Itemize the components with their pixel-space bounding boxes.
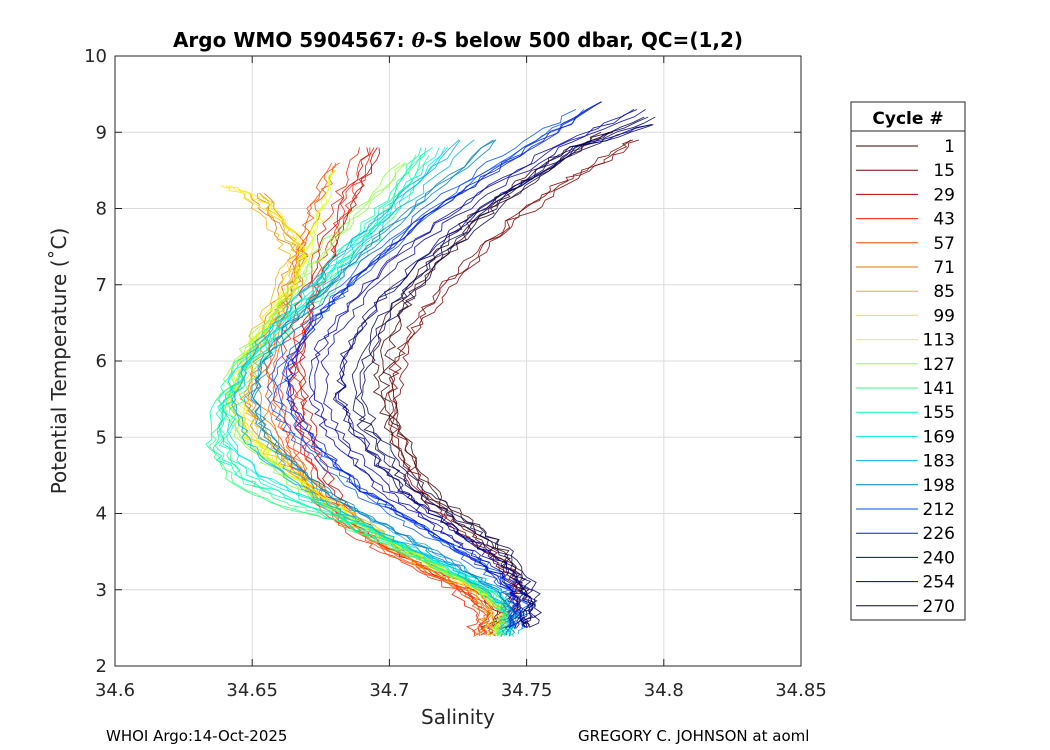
y-tick-label: 3: [96, 580, 107, 601]
y-tick-label: 7: [96, 275, 107, 296]
legend-label: 43: [933, 210, 955, 230]
profile-cycle-226: [285, 101, 602, 629]
profile-cycle-198: [250, 139, 522, 635]
profile-cycle-127: [224, 162, 509, 636]
legend-label: 99: [933, 306, 955, 326]
legend-label: 15: [933, 161, 955, 181]
legend-label: 141: [923, 379, 955, 399]
legend-label: 226: [923, 524, 955, 544]
profile-cycle-57: [265, 162, 488, 637]
legend-title: Cycle #: [872, 109, 943, 129]
x-tick-label: 34.65: [226, 680, 278, 701]
y-tick-label: 10: [84, 46, 107, 67]
chart-title: Argo WMO 5904567: θ-S below 500 dbar, QC…: [173, 28, 743, 52]
profile-cycle-57: [268, 162, 491, 636]
x-axis-label: Salinity: [421, 705, 495, 729]
legend-entries: 1 15 29 43 57 71 85 99 113 127 141 155 169 183 198 212 2…: [856, 137, 955, 617]
legend-label: 113: [923, 331, 955, 351]
profile-cycle-169: [222, 147, 520, 637]
legend: Cycle # 1 15 29 43 57 71 85 99 113 127 141 155 169 18…: [850, 101, 966, 621]
x-tick-label: 34.75: [501, 680, 553, 701]
profile-cycle-270: [360, 116, 656, 628]
profile-cycle-270: [355, 116, 649, 628]
profile-cycle-141: [208, 154, 506, 635]
profile-cycle-226: [283, 101, 602, 629]
legend-label: 155: [923, 403, 955, 423]
x-tick-label: 34.8: [644, 680, 684, 701]
profile-lines: [205, 101, 656, 637]
y-axis-label: Potential Temperature (˚C): [47, 228, 71, 495]
profile-cycle-43: [279, 147, 480, 636]
profile-cycle-155: [214, 147, 513, 637]
legend-label: 183: [923, 452, 955, 472]
legend-label: 212: [923, 500, 955, 520]
y-tick-label: 5: [96, 427, 107, 448]
x-tick-label: 34.7: [369, 680, 409, 701]
profile-cycle-212: [266, 108, 577, 629]
footer-left: WHOI Argo:14-Oct-2025: [106, 727, 287, 745]
y-tick-label: 4: [96, 504, 107, 525]
y-tick-label: 8: [96, 199, 107, 220]
y-tick-label: 6: [96, 351, 107, 372]
footer-right: GREGORY C. JOHNSON at aoml: [578, 727, 809, 745]
y-tick-label: 9: [96, 122, 107, 143]
legend-label: 254: [923, 573, 955, 593]
profile-cycle-254: [332, 124, 652, 628]
profile-cycle-141: [212, 154, 509, 636]
profile-cycle-240: [314, 108, 638, 630]
legend-label: 127: [923, 355, 955, 375]
legend-label: 198: [923, 476, 955, 496]
legend-label: 57: [933, 234, 955, 254]
profile-cycle-183: [231, 139, 511, 636]
profile-cycle-240: [308, 109, 635, 629]
legend-label: 71: [933, 258, 955, 278]
x-tick-label: 34.6: [95, 680, 135, 701]
x-tick-label: 34.85: [775, 680, 827, 701]
legend-label: 169: [923, 427, 955, 447]
legend-label: 240: [923, 548, 955, 568]
profile-cycle-254: [334, 124, 653, 628]
y-tick-label: 2: [96, 656, 107, 677]
axis-ticks: 34.6 34.65 34.7 34.75 34.8 34.85 2 3 4 5 6 7 8 9 10: [84, 46, 827, 701]
legend-label: 270: [923, 597, 955, 617]
profile-cycle-270: [351, 116, 645, 629]
profile-cycle-113: [228, 170, 509, 635]
legend-label: 1: [944, 137, 955, 157]
legend-label: 85: [933, 282, 955, 302]
legend-label: 29: [933, 185, 955, 205]
profile-cycle-183: [231, 139, 514, 637]
profile-cycle-15: [392, 139, 640, 629]
